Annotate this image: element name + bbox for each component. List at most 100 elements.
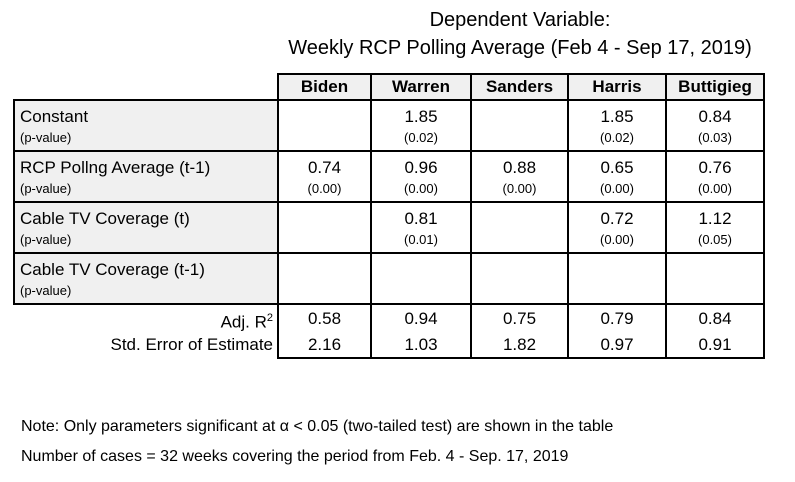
p-value bbox=[372, 282, 470, 303]
title-line-1: Dependent Variable: bbox=[429, 9, 611, 31]
coef-value: 0.96 bbox=[404, 158, 438, 177]
row-label: RCP Pollng Average (t-1) bbox=[20, 158, 211, 177]
coef-cell bbox=[277, 252, 372, 305]
coef-value: 0.72 bbox=[600, 209, 634, 228]
header-row: Biden Warren Sanders Harris Buttigieg bbox=[14, 73, 765, 101]
coef-value bbox=[279, 254, 370, 282]
std-error-value: 0.91 bbox=[698, 335, 732, 354]
summary-rows: Adj. R2 Std. Error of Estimate 0.58 2.16… bbox=[14, 303, 765, 359]
p-value: (0.00) bbox=[502, 181, 537, 196]
row-sublabel: (p-value) bbox=[20, 283, 72, 298]
summary-cell-warren: 0.94 1.03 bbox=[370, 303, 472, 359]
p-value: (0.00) bbox=[600, 232, 634, 247]
row-rcp-polling-lag: RCP Pollng Average (t-1) (p-value) 0.74 … bbox=[13, 150, 765, 203]
col-header-warren: Warren bbox=[370, 73, 472, 101]
p-value: (0.00) bbox=[307, 181, 342, 196]
std-error-label: Std. Error of Estimate bbox=[110, 335, 274, 354]
superscript-2: 2 bbox=[266, 312, 273, 324]
adj-r2-value: 0.58 bbox=[307, 309, 342, 328]
coef-cell bbox=[277, 201, 372, 254]
coef-value bbox=[667, 254, 763, 282]
adj-r2-value: 0.84 bbox=[698, 309, 732, 328]
coef-cell bbox=[567, 252, 667, 305]
adj-r2-value: 0.75 bbox=[502, 309, 537, 328]
dependent-variable-title: Dependent Variable: Weekly RCP Polling A… bbox=[288, 6, 752, 62]
coef-value: 0.74 bbox=[307, 158, 342, 177]
coef-value bbox=[279, 101, 370, 129]
p-value bbox=[472, 231, 567, 252]
std-error-value: 1.82 bbox=[502, 335, 537, 354]
std-error-value: 0.97 bbox=[600, 335, 634, 354]
coef-value: 1.12 bbox=[698, 209, 732, 228]
coef-cell: 0.72 (0.00) bbox=[567, 201, 667, 254]
coef-cell: 1.85 (0.02) bbox=[567, 99, 667, 152]
coef-cell: 0.65 (0.00) bbox=[567, 150, 667, 203]
row-cable-tv-t: Cable TV Coverage (t) (p-value) 0.81 (0.… bbox=[13, 201, 765, 254]
coef-value bbox=[569, 254, 665, 282]
p-value bbox=[569, 282, 665, 303]
coef-value: 1.85 bbox=[600, 107, 634, 126]
row-label-cell: Cable TV Coverage (t) (p-value) bbox=[13, 201, 279, 254]
coef-value: 0.81 bbox=[404, 209, 438, 228]
title-line-2: Weekly RCP Polling Average (Feb 4 - Sep … bbox=[288, 37, 752, 59]
p-value bbox=[667, 282, 763, 303]
row-label-cell: Cable TV Coverage (t-1) (p-value) bbox=[13, 252, 279, 305]
summary-cell-sanders: 0.75 1.82 bbox=[470, 303, 569, 359]
row-label: Cable TV Coverage (t) bbox=[20, 209, 190, 228]
col-header-sanders: Sanders bbox=[470, 73, 569, 101]
row-sublabel: (p-value) bbox=[20, 181, 72, 196]
row-label: Constant bbox=[20, 107, 89, 126]
adj-r2-value: 0.79 bbox=[600, 309, 634, 328]
regression-table: Biden Warren Sanders Harris Buttigieg Co… bbox=[13, 73, 765, 359]
std-error-value: 1.03 bbox=[404, 335, 438, 354]
summary-label-cell: Adj. R2 Std. Error of Estimate bbox=[14, 304, 278, 358]
p-value bbox=[279, 129, 370, 150]
col-header-biden: Biden bbox=[277, 73, 372, 101]
coef-cell: 0.81 (0.01) bbox=[370, 201, 472, 254]
summary-cell-biden: 0.58 2.16 bbox=[277, 303, 372, 359]
row-label-cell: Constant (p-value) bbox=[13, 99, 279, 152]
coef-cell: 0.88 (0.00) bbox=[470, 150, 569, 203]
p-value: (0.05) bbox=[698, 232, 732, 247]
coef-value: 0.84 bbox=[698, 107, 732, 126]
p-value: (0.00) bbox=[600, 181, 634, 196]
p-value: (0.01) bbox=[404, 232, 438, 247]
coef-cell: 0.84 (0.03) bbox=[665, 99, 765, 152]
footnotes: Note: Only parameters significant at α <… bbox=[21, 412, 613, 472]
coef-cell bbox=[665, 252, 765, 305]
p-value bbox=[472, 282, 567, 303]
row-label: Cable TV Coverage (t-1) bbox=[20, 260, 205, 279]
adj-r2-label: Adj. R2 bbox=[220, 312, 273, 332]
p-value: (0.03) bbox=[698, 130, 732, 145]
coef-cell: 1.12 (0.05) bbox=[665, 201, 765, 254]
p-value bbox=[279, 231, 370, 252]
adj-r2-value: 0.94 bbox=[404, 309, 438, 328]
coef-value: 0.76 bbox=[698, 158, 732, 177]
coef-value: 1.85 bbox=[404, 107, 438, 126]
coef-cell: 1.85 (0.02) bbox=[370, 99, 472, 152]
coef-cell: 0.76 (0.00) bbox=[665, 150, 765, 203]
p-value bbox=[279, 282, 370, 303]
coef-cell bbox=[370, 252, 472, 305]
summary-cell-harris: 0.79 0.97 bbox=[567, 303, 667, 359]
p-value: (0.00) bbox=[404, 181, 438, 196]
coef-value bbox=[279, 203, 370, 231]
coef-cell bbox=[470, 99, 569, 152]
row-constant: Constant (p-value) 1.85 (0.02) 1.85 (0.0… bbox=[13, 99, 765, 152]
note-sample-size: Number of cases = 32 weeks covering the … bbox=[21, 448, 569, 465]
p-value: (0.02) bbox=[600, 130, 634, 145]
p-value: (0.00) bbox=[698, 181, 732, 196]
coef-value bbox=[472, 254, 567, 282]
coef-value bbox=[372, 254, 470, 282]
col-header-buttigieg: Buttigieg bbox=[665, 73, 765, 101]
row-cable-tv-lag: Cable TV Coverage (t-1) (p-value) bbox=[13, 252, 765, 305]
coef-cell bbox=[277, 99, 372, 152]
col-header-harris: Harris bbox=[567, 73, 667, 101]
note-significance: Note: Only parameters significant at α <… bbox=[21, 418, 614, 435]
row-sublabel: (p-value) bbox=[20, 232, 72, 247]
coef-cell: 0.74 (0.00) bbox=[277, 150, 372, 203]
row-sublabel: (p-value) bbox=[20, 130, 72, 145]
coef-value: 0.88 bbox=[502, 158, 537, 177]
coef-cell bbox=[470, 252, 569, 305]
